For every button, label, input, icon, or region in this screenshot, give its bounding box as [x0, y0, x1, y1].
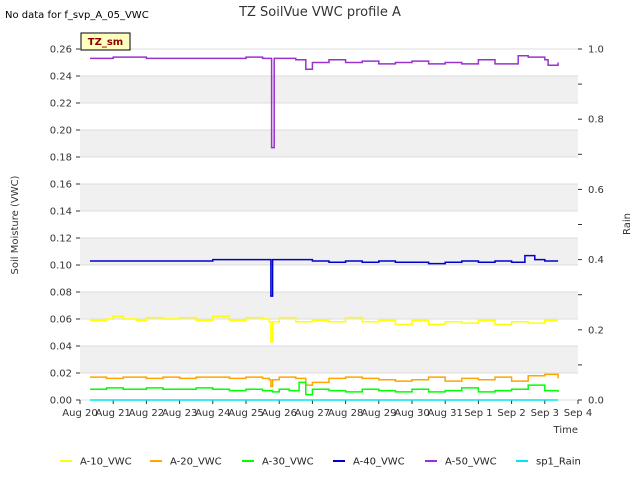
- y-tick-label: 0.16: [50, 180, 72, 191]
- legend-label: A-30_VWC: [262, 457, 314, 468]
- y2-axis-title: Rain: [622, 213, 633, 235]
- x-tick-label: Aug 30: [394, 408, 429, 419]
- series-lines: [90, 55, 559, 401]
- series-line-a-50-vwc: [90, 55, 559, 149]
- legend-label: A-10_VWC: [80, 457, 132, 468]
- x-tick-label: Aug 24: [195, 408, 230, 419]
- x-tick-label: Aug 26: [261, 408, 296, 419]
- y-tick-label: 0.10: [50, 261, 72, 272]
- y-tick-label: 0.12: [50, 234, 72, 245]
- legend-label: sp1_Rain: [536, 457, 581, 468]
- station-badge-label: TZ_sm: [88, 37, 123, 48]
- x-tick-label: Sep 1: [464, 408, 492, 419]
- chart-title: TZ SoilVue VWC profile A: [238, 5, 401, 20]
- no-data-note: No data for f_svp_A_05_VWC: [5, 10, 149, 21]
- y2-tick-label: 1.0: [588, 45, 604, 56]
- legend-label: A-20_VWC: [170, 457, 222, 468]
- x-tick-label: Aug 22: [129, 408, 164, 419]
- y2-axis-ticks: 0.0 0.2 0.4 0.6 0.8 1.0: [578, 45, 604, 407]
- x-tick-label: Aug 27: [295, 408, 330, 419]
- y-axis-title: Soil Moisture (VWC): [10, 175, 21, 274]
- x-tick-label: Sep 3: [531, 408, 559, 419]
- x-tick-label: Aug 23: [162, 408, 197, 419]
- station-badge: TZ_sm: [80, 32, 131, 51]
- x-tick-label: Aug 20: [62, 408, 97, 419]
- x-tick-label: Aug 25: [228, 408, 263, 419]
- y-tick-label: 0.26: [50, 45, 72, 56]
- y-tick-label: 0.22: [50, 99, 72, 110]
- grid-band: [80, 346, 578, 373]
- series-line-a-30-vwc: [90, 381, 559, 396]
- y2-tick-label: 0.6: [588, 185, 604, 196]
- y2-tick-label: 0.4: [588, 255, 604, 266]
- y-tick-label: 0.06: [50, 315, 72, 326]
- y-tick-label: 0.14: [50, 207, 72, 218]
- x-tick-label: Aug 28: [328, 408, 363, 419]
- y-axis-ticks: 0.00 0.02 0.04 0.06 0.08 0.10 0.12 0.14 0.16 0.18…: [50, 45, 80, 407]
- legend-label: A-50_VWC: [445, 457, 497, 468]
- y-tick-label: 0.04: [50, 342, 72, 353]
- y-tick-label: 0.00: [50, 396, 72, 407]
- grid-band: [80, 292, 578, 319]
- plot-background: [80, 49, 578, 400]
- y-tick-label: 0.20: [50, 126, 72, 137]
- x-tick-label: Aug 29: [361, 408, 396, 419]
- x-tick-label: Aug 31: [427, 408, 462, 419]
- y2-tick-label: 0.2: [588, 325, 604, 336]
- x-axis-title: Time: [553, 425, 578, 436]
- grid-band: [80, 184, 578, 211]
- grid-band: [80, 76, 578, 103]
- y-tick-label: 0.08: [50, 288, 72, 299]
- grid-bands: [80, 48, 578, 401]
- y2-tick-label: 0.8: [588, 115, 604, 126]
- x-tick-label: Sep 2: [497, 408, 525, 419]
- legend-label: A-40_VWC: [353, 457, 405, 468]
- y-tick-label: 0.24: [50, 72, 72, 83]
- series-line-a-20-vwc: [90, 373, 559, 388]
- x-tick-label: Sep 4: [564, 408, 592, 419]
- series-line-a-10-vwc: [90, 315, 559, 343]
- y-tick-label: 0.18: [50, 153, 72, 164]
- y2-tick-label: 0.0: [588, 396, 604, 407]
- series-line-a-40-vwc: [90, 254, 559, 297]
- y-tick-label: 0.02: [50, 369, 72, 380]
- grid-band: [80, 130, 578, 157]
- x-tick-label: Aug 21: [95, 408, 130, 419]
- legend: A-10_VWC A-20_VWC A-30_VWC A-40_VWC A-50_VWC…: [60, 457, 581, 468]
- station-badge-box: [80, 32, 131, 51]
